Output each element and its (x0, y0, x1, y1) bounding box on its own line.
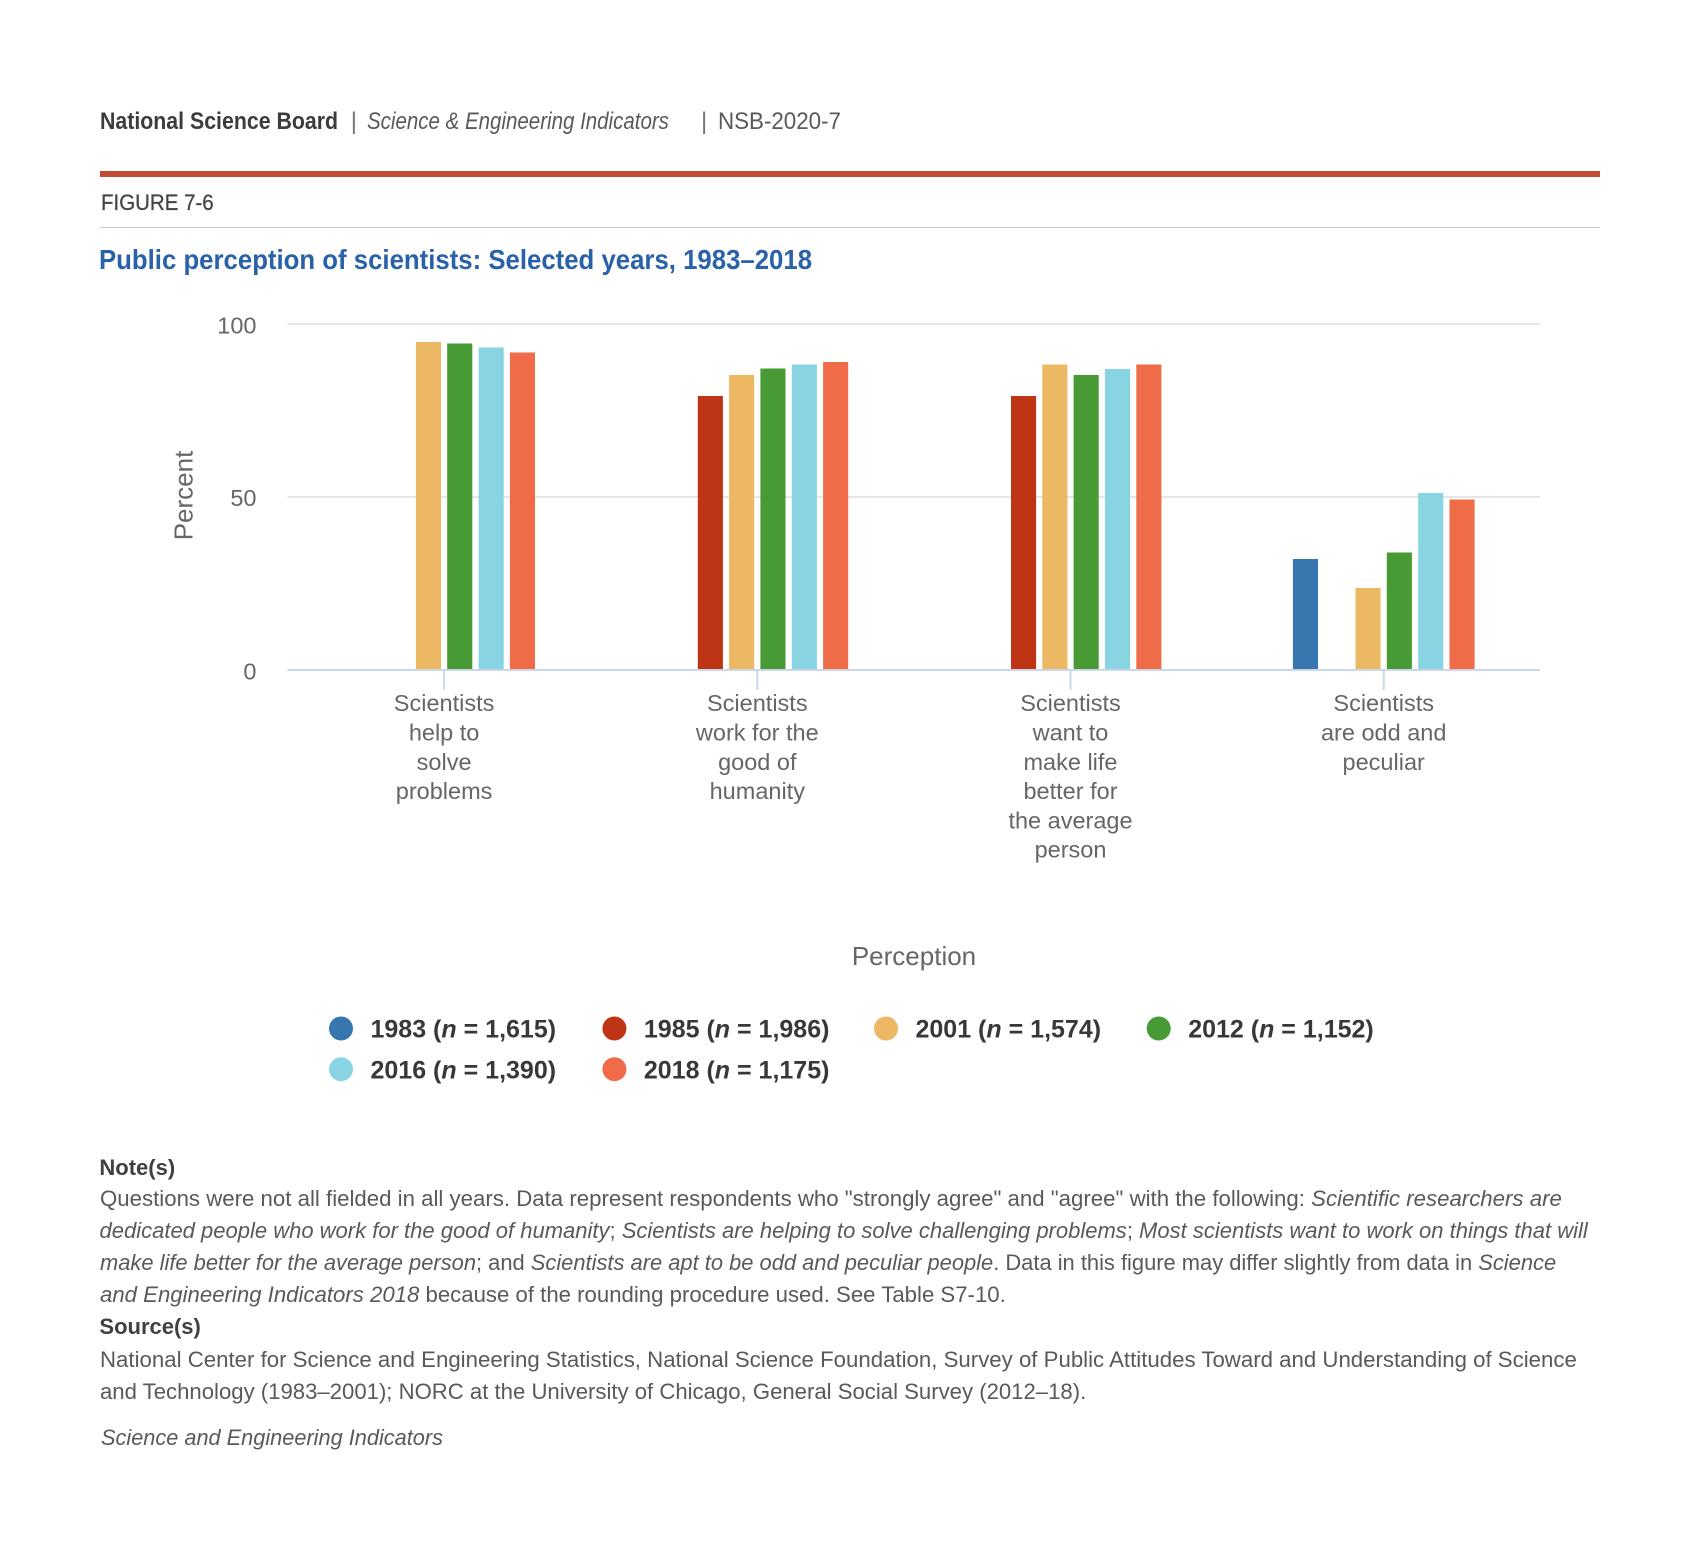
svg-text:2018 (n = 1,175): 2018 (n = 1,175) (644, 1056, 830, 1084)
svg-text:Scientists: Scientists (394, 690, 495, 716)
svg-text:humanity: humanity (710, 778, 806, 804)
svg-text:2001 (n = 1,574): 2001 (n = 1,574) (916, 1016, 1102, 1044)
svg-text:problems: problems (396, 778, 493, 804)
svg-text:good of: good of (718, 749, 797, 775)
svg-text:Scientists: Scientists (1333, 690, 1434, 716)
svg-text:Scientists: Scientists (707, 690, 808, 716)
svg-text:better for: better for (1023, 778, 1117, 804)
svg-text:peculiar: peculiar (1343, 749, 1425, 775)
svg-text:2012 (n = 1,152): 2012 (n = 1,152) (1188, 1016, 1374, 1044)
svg-text:100: 100 (217, 313, 256, 339)
svg-text:person: person (1035, 837, 1107, 863)
svg-text:solve: solve (417, 749, 472, 775)
svg-text:1983 (n = 1,615): 1983 (n = 1,615) (371, 1016, 557, 1044)
svg-text:Percent: Percent (169, 450, 199, 540)
svg-text:50: 50 (230, 485, 256, 511)
svg-text:the average: the average (1008, 807, 1132, 833)
svg-text:help to: help to (409, 720, 480, 746)
svg-text:2016 (n = 1,390): 2016 (n = 1,390) (371, 1056, 557, 1084)
svg-text:0: 0 (243, 659, 256, 685)
svg-text:Scientists: Scientists (1020, 690, 1121, 716)
svg-text:work for the: work for the (695, 720, 819, 746)
svg-text:Perception: Perception (852, 941, 976, 971)
svg-text:want to: want to (1032, 720, 1109, 746)
svg-text:1985 (n = 1,986): 1985 (n = 1,986) (644, 1016, 830, 1044)
svg-text:are odd and: are odd and (1321, 720, 1446, 746)
svg-text:make life: make life (1023, 749, 1117, 775)
